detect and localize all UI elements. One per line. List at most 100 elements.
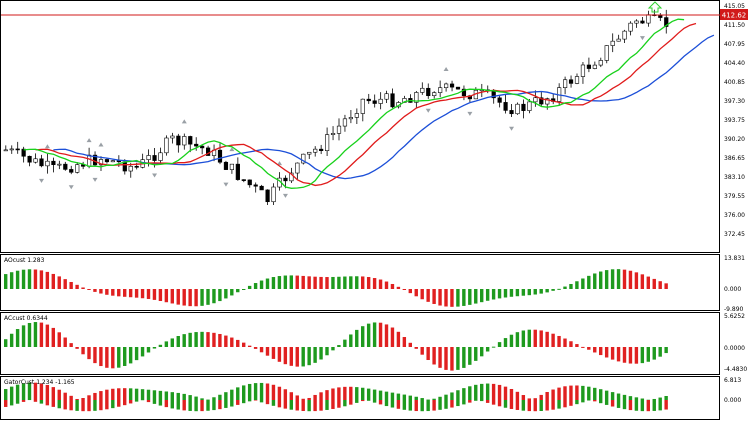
candle-body [593, 65, 597, 68]
fractal-down-marker [39, 179, 44, 183]
candle-body [10, 149, 14, 150]
candle-body [75, 165, 79, 173]
gator-upper-bar [325, 390, 328, 400]
gator-indicator-label: GatorCust 1.234 -1.165 [4, 379, 75, 386]
histogram-bar [307, 276, 310, 289]
histogram-bar [4, 274, 7, 289]
histogram-bar [111, 347, 114, 368]
candle-body [46, 161, 50, 166]
histogram-bar [16, 329, 19, 347]
gator-lower-bar [296, 400, 299, 410]
gator-upper-bar [462, 388, 465, 400]
histogram-bar [629, 271, 632, 289]
histogram-bar [272, 277, 275, 289]
candle-body [635, 21, 639, 23]
gator-lower-bar [272, 400, 275, 406]
gator-lower-bar [438, 400, 441, 410]
histogram-bar [34, 270, 37, 289]
candlestick-series [4, 10, 668, 205]
price-tick-label: 411.50 [724, 22, 745, 29]
candle-body [224, 162, 228, 169]
candle-body [188, 136, 192, 144]
histogram-bar [528, 330, 531, 347]
candle-body [254, 185, 258, 186]
histogram-bar [456, 347, 459, 370]
gator-upper-bar [177, 393, 180, 400]
gator-lower-bar [373, 400, 376, 403]
histogram-bar [450, 289, 453, 307]
fractal-down-marker [223, 183, 228, 187]
gator-lower-bar [409, 400, 412, 411]
gator-upper-bar [248, 384, 251, 400]
fractal-down-marker [69, 185, 74, 189]
histogram-bar [450, 347, 453, 371]
gator-lower-bar [200, 400, 203, 411]
gator-upper-bar [4, 389, 7, 400]
price-tick-label: 390.20 [724, 136, 745, 143]
histogram-bar [480, 347, 483, 356]
main-price-pane[interactable] [1, 1, 720, 253]
gator-upper-bar [391, 393, 394, 400]
gator-upper-bar [468, 386, 471, 400]
candle-body [284, 178, 288, 181]
gator-lower-bar [260, 400, 263, 402]
gator-upper-bar [664, 396, 667, 400]
histogram-bar [349, 276, 352, 289]
candle-body [522, 104, 526, 110]
price-axis[interactable]: 415.05 411.50 407.95 404.40 400.85 397.3… [724, 3, 745, 238]
fractal-down-marker [283, 194, 288, 198]
histogram-bar [480, 289, 483, 302]
histogram-bar [462, 347, 465, 368]
histogram-bar [534, 289, 537, 295]
gator-lower-bar [593, 400, 596, 401]
histogram-bar [135, 289, 138, 298]
histogram-bar [664, 347, 667, 353]
price-tick-label: 383.10 [724, 174, 745, 181]
histogram-bar [426, 289, 429, 302]
histogram-bar [194, 289, 197, 306]
histogram-bar [575, 344, 578, 347]
histogram-bar [623, 270, 626, 289]
gator-lower-bar [284, 400, 287, 409]
gator-lower-bar [159, 400, 162, 406]
histogram-bar [385, 324, 388, 347]
gator-lower-bar [653, 400, 656, 411]
histogram-bar [296, 347, 299, 367]
candle-body [343, 119, 347, 126]
gator-upper-bar [415, 397, 418, 400]
histogram-bar [284, 276, 287, 289]
gator-upper-bar [81, 398, 84, 400]
ao-scale-min: -9.890 [724, 306, 744, 313]
histogram-bar [492, 289, 495, 300]
fractal-down-marker [152, 174, 157, 178]
candle-body [313, 149, 317, 152]
histogram-bar [75, 347, 78, 349]
fractal-up-marker [87, 138, 92, 142]
histogram-bar [105, 347, 108, 368]
gator-upper-bar [516, 392, 519, 400]
histogram-bar [635, 347, 638, 364]
gator-scale-max: 6.813 [724, 377, 741, 384]
gator-lower-bar [218, 400, 221, 409]
histogram-bar [183, 289, 186, 306]
histogram-bar [421, 347, 424, 355]
gator-upper-bar [361, 388, 364, 400]
histogram-bar [516, 289, 519, 296]
gator-upper-bar [373, 390, 376, 400]
histogram-bar [325, 347, 328, 355]
gator-lower-bar [147, 400, 150, 402]
histogram-bar [438, 347, 441, 368]
gator-upper-bar [141, 389, 144, 400]
gator-upper-bar [438, 397, 441, 400]
histogram-bar [52, 328, 55, 347]
histogram-bar [111, 289, 114, 296]
histogram-bar [188, 333, 191, 347]
gator-lower-bar [611, 400, 614, 407]
histogram-bar [456, 289, 459, 307]
histogram-bar [569, 341, 572, 347]
gator-upper-bar [492, 384, 495, 400]
histogram-bar [296, 276, 299, 289]
histogram-bar [545, 332, 548, 347]
